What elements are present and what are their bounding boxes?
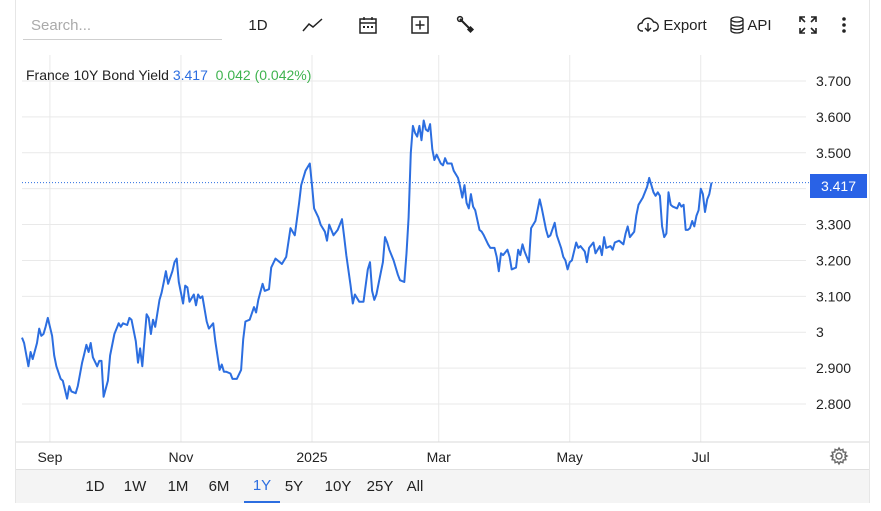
line-chart[interactable]: 3.7003.6003.5003.4003.3003.2003.10032.90… (0, 0, 881, 470)
y-tick-label: 2.800 (816, 396, 851, 412)
x-tick-label: Mar (427, 449, 451, 465)
settings-tools-button[interactable] (454, 10, 478, 40)
x-tick-label: Jul (692, 449, 710, 465)
x-tick-label: Sep (37, 449, 62, 465)
range-button-1m[interactable]: 1M (167, 478, 189, 495)
x-tick-label: May (556, 449, 582, 465)
export-button[interactable]: Export (636, 10, 708, 40)
export-label: Export (663, 16, 707, 34)
line-chart-icon (302, 17, 324, 33)
more-vert-icon (841, 16, 847, 34)
y-tick-label: 3.100 (816, 288, 851, 304)
y-tick-label: 3.600 (816, 109, 851, 125)
chart-toolbar: 1D Export API (0, 0, 881, 52)
search-input[interactable] (23, 12, 222, 40)
legend-series-name: France 10Y Bond Yield (26, 67, 169, 83)
api-button[interactable]: API (728, 10, 774, 40)
range-button-6m[interactable]: 6M (208, 478, 230, 495)
fullscreen-icon (798, 15, 818, 35)
range-selector: 1D 1W 1M 6M 1Y 5Y 10Y 25Y All (16, 469, 869, 503)
y-tick-label: 3.200 (816, 252, 851, 268)
x-tick-label: 2025 (296, 449, 327, 465)
legend-change: 0.042 (0.042%) (215, 67, 312, 83)
y-tick-label: 3.500 (816, 145, 851, 161)
chart-settings-button[interactable] (829, 446, 849, 466)
range-button-5y[interactable]: 5Y (284, 478, 304, 495)
chart-legend: France 10Y Bond Yield 3.417 0.042 (0.042… (26, 67, 311, 83)
more-menu-button[interactable] (836, 10, 852, 40)
fullscreen-button[interactable] (796, 10, 820, 40)
calendar-icon (358, 15, 378, 35)
interval-button[interactable]: 1D (244, 10, 272, 40)
legend-last-value: 3.417 (172, 67, 208, 83)
database-icon (730, 16, 745, 34)
chart-type-button[interactable] (300, 10, 326, 40)
cloud-download-icon (637, 16, 660, 34)
api-label: API (747, 16, 772, 34)
y-tick-label: 3.700 (816, 73, 851, 89)
y-tick-label: 3.300 (816, 217, 851, 233)
y-tick-label: 2.900 (816, 360, 851, 376)
range-button-1d[interactable]: 1D (85, 478, 105, 495)
gear-icon (829, 446, 849, 470)
x-tick-label: Nov (168, 449, 193, 465)
y-tick-label: 3 (816, 324, 824, 340)
range-button-all[interactable]: All (406, 478, 424, 495)
wrench-icon (456, 15, 476, 35)
range-button-10y[interactable]: 10Y (324, 478, 352, 495)
range-button-25y[interactable]: 25Y (366, 478, 394, 495)
range-button-1w[interactable]: 1W (123, 478, 147, 495)
series-line (21, 119, 713, 400)
add-compare-icon (410, 15, 430, 35)
interval-label: 1D (248, 16, 268, 34)
last-price-badge: 3.417 (810, 174, 867, 198)
compare-button[interactable] (408, 10, 432, 40)
range-button-1y[interactable]: 1Y (244, 470, 280, 503)
date-range-button[interactable] (356, 10, 380, 40)
